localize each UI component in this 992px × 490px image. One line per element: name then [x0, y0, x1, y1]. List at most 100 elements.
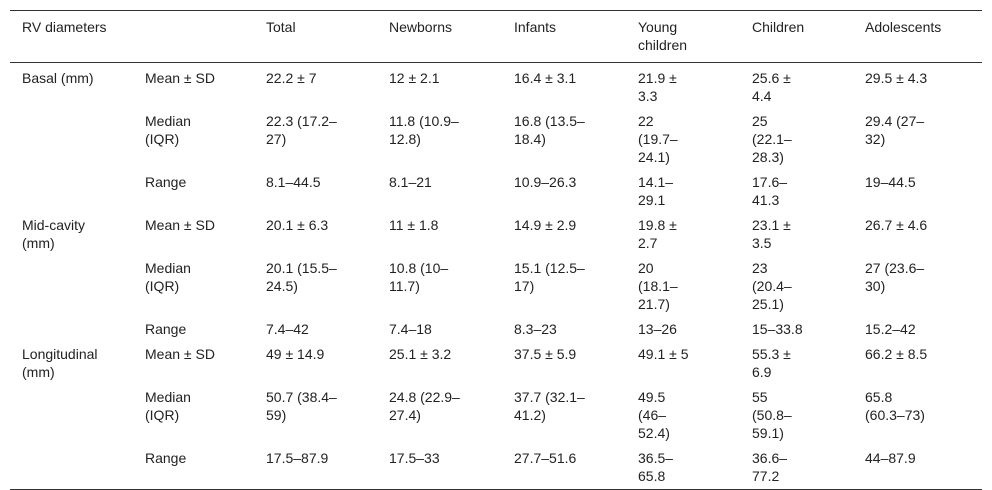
value-cell-text: 26.7 ± 4.6: [865, 217, 928, 233]
value-cell: 27.7–51.6: [514, 446, 638, 490]
value-cell-text: 49.1 ± 5: [638, 346, 689, 362]
stat-label-text: Mean ± SD: [145, 346, 215, 362]
value-cell-text: 22 (19.7–24.1): [638, 113, 678, 165]
value-cell: 15.1 (12.5–17): [514, 256, 638, 317]
value-cell: 23.1 ± 3.5: [752, 213, 865, 256]
table-row: Median (IQR) 22.3 (17.2–27) 11.8 (10.9–12.…: [10, 109, 982, 170]
value-cell: 8.1–44.5: [266, 170, 389, 213]
value-cell: 25.1 ± 3.2: [389, 342, 514, 385]
stat-label-text: Range: [145, 174, 187, 190]
value-cell-text: 17.6–41.3: [752, 174, 788, 208]
value-cell-text: 16.8 (13.5–18.4): [514, 113, 585, 147]
stat-label: Mean ± SD: [145, 213, 266, 256]
value-cell-text: 50.7 (38.4–59): [266, 389, 337, 423]
value-cell-text: 11.8 (10.9–12.8): [389, 113, 459, 147]
stat-label-text: Median (IQR): [145, 113, 191, 147]
stat-label-text: Median (IQR): [145, 260, 191, 294]
group-label-text: Mid-cavity (mm): [22, 217, 86, 251]
value-cell: 25 (22.1–28.3): [752, 109, 865, 170]
stat-label: Range: [145, 446, 266, 490]
stat-label: Median (IQR): [145, 385, 266, 446]
value-cell-text: 15.2–42: [865, 321, 916, 337]
page: RV diameters Total Newborns Infants Young ch…: [10, 10, 982, 490]
value-cell: 27 (23.6–30): [865, 256, 982, 317]
table-body: Basal (mm) Mean ± SD 22.2 ± 7 12 ± 2.1 16.4 …: [10, 63, 982, 490]
table-row: Median (IQR) 20.1 (15.5–24.5) 10.8 (10–11.…: [10, 256, 982, 317]
value-cell: 36.5–65.8: [638, 446, 752, 490]
value-cell-text: 14.1–29.1: [638, 174, 674, 208]
value-cell: 25.6 ± 4.4: [752, 63, 865, 109]
value-cell: 29.4 (27–32): [865, 109, 982, 170]
value-cell: 55.3 ± 6.9: [752, 342, 865, 385]
column-header: Young children: [638, 10, 752, 63]
value-cell: 8.1–21: [389, 170, 514, 213]
value-cell: 22.3 (17.2–27): [266, 109, 389, 170]
value-cell-text: 27 (23.6–30): [865, 260, 925, 294]
value-cell: 17.5–87.9: [266, 446, 389, 490]
column-header: RV diameters: [10, 10, 266, 63]
value-cell-text: 13–26: [638, 321, 677, 337]
value-cell-text: 10.8 (10–11.7): [389, 260, 449, 294]
group-label: [10, 317, 145, 342]
group-label-text: Longitudinal (mm): [22, 346, 98, 380]
value-cell-text: 55 (50.8–59.1): [752, 389, 792, 441]
value-cell-text: 36.5–65.8: [638, 450, 674, 484]
value-cell-text: 8.1–44.5: [266, 174, 321, 190]
stat-label: Mean ± SD: [145, 342, 266, 385]
group-label: Basal (mm): [10, 63, 145, 109]
value-cell-text: 17.5–33: [389, 450, 440, 466]
value-cell: 65.8 (60.3–73): [865, 385, 982, 446]
value-cell: 26.7 ± 4.6: [865, 213, 982, 256]
value-cell-text: 15–33.8: [752, 321, 803, 337]
table-row: Mid-cavity (mm) Mean ± SD 20.1 ± 6.3 11 ± 1…: [10, 213, 982, 256]
value-cell-text: 10.9–26.3: [514, 174, 577, 190]
column-header-text: Adolescents: [865, 19, 942, 35]
value-cell: 29.5 ± 4.3: [865, 63, 982, 109]
value-cell-text: 29.4 (27–32): [865, 113, 925, 147]
table-row: Range 8.1–44.5 8.1–21 10.9–26.3 14.1–29.1 17.…: [10, 170, 982, 213]
column-header-text: Infants: [514, 19, 557, 35]
value-cell-text: 24.8 (22.9–27.4): [389, 389, 460, 423]
value-cell-text: 19.8 ± 2.7: [638, 217, 677, 251]
value-cell-text: 37.7 (32.1–41.2): [514, 389, 585, 423]
value-cell: 22.2 ± 7: [266, 63, 389, 109]
value-cell: 14.1–29.1: [638, 170, 752, 213]
value-cell: 20.1 (15.5–24.5): [266, 256, 389, 317]
value-cell-text: 20 (18.1–21.7): [638, 260, 678, 312]
value-cell: 37.5 ± 5.9: [514, 342, 638, 385]
value-cell-text: 11 ± 1.8: [389, 217, 439, 233]
stat-label: Range: [145, 170, 266, 213]
value-cell: 55 (50.8–59.1): [752, 385, 865, 446]
value-cell-text: 21.9 ± 3.3: [638, 70, 677, 104]
value-cell-text: 23.1 ± 3.5: [752, 217, 791, 251]
value-cell: 11 ± 1.8: [389, 213, 514, 256]
value-cell-text: 8.3–23: [514, 321, 557, 337]
value-cell: 11.8 (10.9–12.8): [389, 109, 514, 170]
value-cell-text: 25.6 ± 4.4: [752, 70, 791, 104]
stat-label-text: Median (IQR): [145, 389, 191, 423]
value-cell-text: 25 (22.1–28.3): [752, 113, 792, 165]
value-cell-text: 49 ± 14.9: [266, 346, 325, 362]
value-cell: 37.7 (32.1–41.2): [514, 385, 638, 446]
value-cell-text: 20.1 (15.5–24.5): [266, 260, 337, 294]
value-cell: 20 (18.1–21.7): [638, 256, 752, 317]
group-label: Longitudinal (mm): [10, 342, 145, 385]
column-header: Children: [752, 10, 865, 63]
table: RV diameters Total Newborns Infants Young ch…: [10, 10, 982, 490]
value-cell: 19.8 ± 2.7: [638, 213, 752, 256]
value-cell: 10.8 (10–11.7): [389, 256, 514, 317]
value-cell: 66.2 ± 8.5: [865, 342, 982, 385]
value-cell: 12 ± 2.1: [389, 63, 514, 109]
value-cell: 23 (20.4–25.1): [752, 256, 865, 317]
value-cell: 16.4 ± 3.1: [514, 63, 638, 109]
table-row: Median (IQR) 50.7 (38.4–59) 24.8 (22.9–27.…: [10, 385, 982, 446]
value-cell: 7.4–18: [389, 317, 514, 342]
value-cell: 50.7 (38.4–59): [266, 385, 389, 446]
stat-label-text: Mean ± SD: [145, 217, 215, 233]
value-cell: 14.9 ± 2.9: [514, 213, 638, 256]
value-cell-text: 22.2 ± 7: [266, 70, 317, 86]
stat-label: Median (IQR): [145, 109, 266, 170]
value-cell: 15–33.8: [752, 317, 865, 342]
value-cell-text: 65.8 (60.3–73): [865, 389, 925, 423]
value-cell-text: 19–44.5: [865, 174, 916, 190]
